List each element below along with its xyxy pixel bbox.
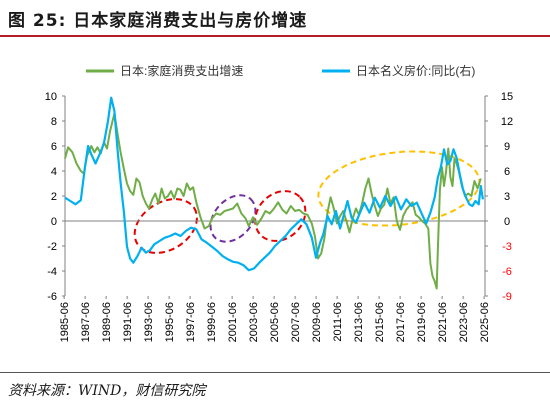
- tick-labels: -6 -4 -2 0 2 4 6 8 10 -9 -6 -3 0 3 6 9 12 15 1985-06 1987-0…: [45, 91, 513, 342]
- axes: [62, 95, 488, 299]
- right-tick-label: 0: [504, 216, 510, 228]
- x-tick-label: 1999-06: [206, 302, 218, 342]
- left-tick-label: -6: [47, 291, 57, 303]
- title-rule: [0, 35, 550, 37]
- x-tick-label: 1997-06: [185, 302, 197, 342]
- x-tick-label: 2007-06: [290, 302, 302, 342]
- left-tick-label: 6: [51, 141, 57, 153]
- x-tick-label: 1989-06: [101, 302, 113, 342]
- annotation-ellipse-3: [254, 190, 307, 242]
- x-tick-label: 2017-06: [395, 302, 407, 342]
- right-tick-label: 3: [504, 191, 510, 203]
- x-tick-label: 1991-06: [122, 302, 134, 342]
- legend-label: 日本:家庭消费支出增速: [120, 63, 243, 78]
- x-tick-label: 1987-06: [80, 302, 92, 342]
- x-tick-label: 2011-06: [332, 302, 344, 342]
- x-tick-label: 2015-06: [374, 302, 386, 342]
- legend: 日本:家庭消费支出增速 日本名义房价:同比(右): [86, 63, 475, 78]
- x-tick-label: 2013-06: [353, 302, 365, 342]
- series-line-house-price: [64, 96, 484, 272]
- x-tick-label: 1985-06: [59, 302, 71, 342]
- series-layer: [64, 96, 484, 290]
- x-tick-label: 2019-06: [416, 302, 428, 342]
- right-tick-label: 15: [501, 91, 513, 103]
- figure-title: 图 25: 日本家庭消费支出与房价增速: [8, 11, 308, 31]
- annotation-ellipse-2: [209, 194, 257, 243]
- left-tick-label: 8: [51, 116, 57, 128]
- footer-rule: [0, 372, 550, 373]
- x-tick-label: 1995-06: [164, 302, 176, 342]
- right-tick-label: 9: [504, 141, 510, 153]
- left-tick-label: -4: [47, 266, 57, 278]
- x-tick-label: 2001-06: [227, 302, 239, 342]
- series-line-consumption: [64, 112, 482, 290]
- x-tick-label: 2023-06: [458, 302, 470, 342]
- source-note: 资料来源：WIND，财信研究院: [8, 383, 206, 399]
- right-tick-label: -3: [502, 241, 512, 253]
- left-tick-label: 4: [51, 166, 57, 178]
- right-tick-label: 12: [501, 116, 513, 128]
- left-tick-label: 2: [51, 191, 57, 203]
- right-tick-label: -6: [502, 266, 512, 278]
- x-tick-label: 2009-06: [311, 302, 323, 342]
- right-tick-label: 6: [504, 166, 510, 178]
- x-tick-label: 2005-06: [269, 302, 281, 342]
- left-tick-label: 0: [51, 216, 57, 228]
- annotation-ellipse-1: [133, 198, 198, 254]
- x-tick-label: 2003-06: [248, 302, 260, 342]
- left-tick-label: 10: [45, 91, 57, 103]
- x-tick-label: 2025-06: [479, 302, 491, 342]
- legend-label: 日本名义房价:同比(右): [356, 63, 475, 78]
- left-tick-label: -2: [47, 241, 57, 253]
- chart: 日本:家庭消费支出增速 日本名义房价:同比(右) -6-4-20246810-9-…: [45, 63, 513, 342]
- x-tick-label: 1993-06: [143, 302, 155, 342]
- x-tick-label: 2021-06: [437, 302, 449, 342]
- right-tick-label: -9: [502, 291, 512, 303]
- annotation-ellipse-4: [317, 150, 481, 227]
